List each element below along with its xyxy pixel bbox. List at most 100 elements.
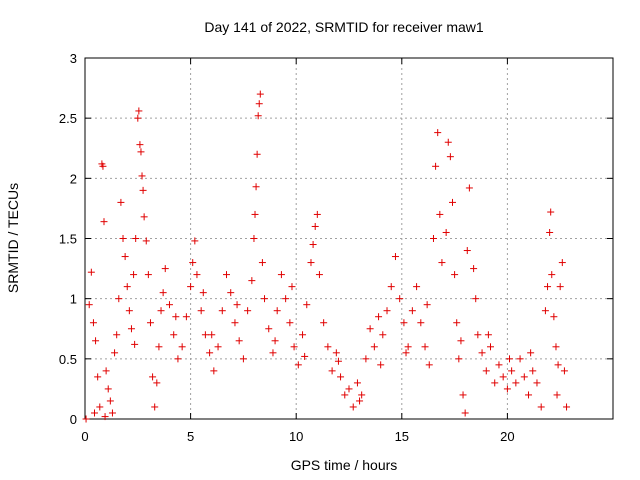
data-point xyxy=(136,141,144,149)
data-point xyxy=(495,361,503,369)
data-point xyxy=(353,379,361,387)
data-point xyxy=(117,198,125,206)
data-point xyxy=(506,355,514,363)
grid-lines xyxy=(85,58,613,419)
data-point xyxy=(554,361,562,369)
data-point xyxy=(558,259,566,267)
data-point xyxy=(332,349,340,357)
data-point xyxy=(463,247,471,255)
y-tick-label: 2.5 xyxy=(59,111,77,126)
data-point xyxy=(508,367,516,375)
data-point xyxy=(165,301,173,309)
data-point xyxy=(438,259,446,267)
y-tick-label: 0 xyxy=(70,412,77,427)
data-point xyxy=(102,367,110,375)
data-point xyxy=(96,403,104,411)
data-point xyxy=(436,210,444,218)
data-point xyxy=(423,301,431,309)
data-point xyxy=(131,340,139,348)
data-point xyxy=(252,183,260,191)
y-tick-label: 1 xyxy=(70,292,77,307)
data-point xyxy=(448,198,456,206)
data-point xyxy=(251,210,259,218)
data-point xyxy=(89,319,97,327)
data-point xyxy=(144,271,152,279)
data-point xyxy=(170,331,178,339)
data-point xyxy=(337,373,345,381)
data-point xyxy=(223,271,231,279)
x-tick-label: 10 xyxy=(289,429,303,444)
data-point xyxy=(106,397,114,405)
data-point xyxy=(151,403,159,411)
data-point xyxy=(446,153,454,161)
data-point xyxy=(544,283,552,291)
data-point xyxy=(533,379,541,387)
data-point xyxy=(375,313,383,321)
data-point xyxy=(417,319,425,327)
data-point xyxy=(434,129,442,137)
data-point xyxy=(487,343,495,351)
data-point xyxy=(459,391,467,399)
data-point xyxy=(197,307,205,315)
data-point xyxy=(484,331,492,339)
data-point xyxy=(358,391,366,399)
data-point xyxy=(208,331,216,339)
y-tick-label: 0.5 xyxy=(59,352,77,367)
data-point xyxy=(269,349,277,357)
data-point xyxy=(193,271,201,279)
data-point xyxy=(328,367,336,375)
data-point xyxy=(146,319,154,327)
data-points xyxy=(82,90,571,423)
data-point xyxy=(125,307,133,315)
data-point xyxy=(108,409,116,417)
data-point xyxy=(547,208,555,216)
data-point xyxy=(324,343,332,351)
data-point xyxy=(142,237,150,245)
data-point xyxy=(455,355,463,363)
data-point xyxy=(235,337,243,345)
data-point xyxy=(429,235,437,242)
data-point xyxy=(111,349,119,357)
data-point xyxy=(396,295,404,303)
data-point xyxy=(277,271,285,279)
data-point xyxy=(149,373,157,381)
data-point xyxy=(457,337,465,345)
data-point xyxy=(379,331,387,339)
data-point xyxy=(553,391,561,399)
data-point xyxy=(400,319,408,327)
data-point xyxy=(115,295,123,303)
data-point xyxy=(99,162,107,170)
data-point xyxy=(134,114,142,122)
data-point xyxy=(546,228,554,236)
data-point xyxy=(231,319,239,327)
data-point xyxy=(552,343,560,351)
plot-frame xyxy=(84,57,614,420)
data-point xyxy=(556,283,564,291)
data-point xyxy=(94,373,102,381)
data-point xyxy=(182,313,190,321)
data-point xyxy=(345,385,353,393)
data-point xyxy=(537,403,545,411)
data-point xyxy=(432,162,440,170)
data-point xyxy=(91,409,99,417)
data-point xyxy=(453,319,461,327)
data-point xyxy=(135,107,143,115)
data-point xyxy=(123,283,131,291)
x-tick-label: 5 xyxy=(187,429,194,444)
data-point xyxy=(155,343,163,351)
data-point xyxy=(132,235,140,242)
data-point xyxy=(309,241,317,249)
data-point xyxy=(256,90,264,98)
data-point xyxy=(474,331,482,339)
data-point xyxy=(478,349,486,357)
data-point xyxy=(349,403,357,411)
data-point xyxy=(313,210,321,218)
data-point xyxy=(491,379,499,387)
data-point xyxy=(187,283,195,291)
data-point xyxy=(299,331,307,339)
data-point xyxy=(421,343,429,351)
data-point xyxy=(227,289,235,297)
data-point xyxy=(255,100,263,108)
data-point xyxy=(101,413,109,421)
x-tick-label: 15 xyxy=(395,429,409,444)
